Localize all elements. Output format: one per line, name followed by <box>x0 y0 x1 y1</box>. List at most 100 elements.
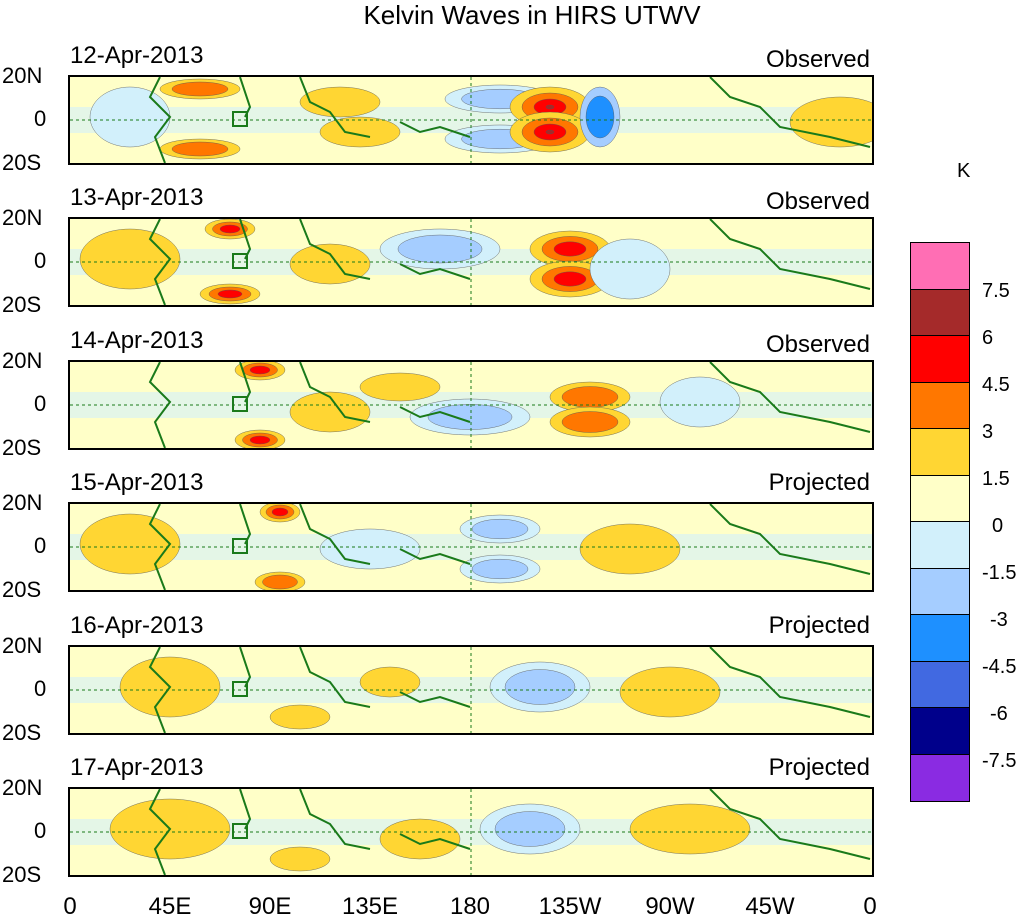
anomaly-contour <box>79 513 181 575</box>
xlabel-360: 0 <box>863 893 877 920</box>
colorbar-swatch <box>911 243 969 290</box>
colorbar-label: 6 <box>982 327 994 349</box>
map-panel-2 <box>68 217 874 307</box>
anomaly-contour <box>249 435 271 445</box>
coastline <box>299 504 371 565</box>
ylabel-eq: 0 <box>34 248 47 273</box>
ylabel-eq: 0 <box>34 676 47 701</box>
ylabel-20s: 20S <box>2 720 42 745</box>
anomaly-contour <box>289 243 371 285</box>
colorbar-unit: K <box>957 160 971 182</box>
xlabel-45e: 45E <box>148 893 192 920</box>
panel-date-2: 13-Apr-2013 <box>70 184 204 211</box>
anomaly-contour <box>545 129 555 135</box>
ylabel-20n: 20N <box>2 63 43 88</box>
coastline <box>148 77 172 163</box>
anomaly-contour <box>471 518 529 540</box>
xlabel-90w: 90W <box>645 893 695 920</box>
anomaly-contour <box>319 116 401 148</box>
coastline <box>709 647 871 718</box>
anomaly-contour <box>629 803 751 855</box>
colorbar-swatch <box>911 289 969 336</box>
coastline <box>709 362 871 433</box>
ylabel-20s: 20S <box>2 150 42 175</box>
anomaly-contour <box>79 228 181 290</box>
region-box <box>232 681 248 697</box>
anomaly-contour <box>494 811 566 847</box>
anomaly-contour <box>171 81 229 97</box>
anomaly-map-3 <box>70 362 872 448</box>
panel-status-5: Projected <box>768 612 870 639</box>
anomaly-contour <box>579 523 681 575</box>
anomaly-contour <box>269 704 331 730</box>
anomaly-contour <box>561 411 619 433</box>
anomaly-map-1 <box>70 77 872 163</box>
map-panel-1 <box>68 75 874 165</box>
ylabel-eq: 0 <box>34 533 47 558</box>
colorbar-swatch <box>911 708 969 755</box>
ylabel-20n: 20N <box>2 775 43 800</box>
coastline <box>148 362 172 448</box>
anomaly-contour <box>619 666 721 718</box>
panel-date-1: 12-Apr-2013 <box>70 42 204 69</box>
coastline <box>299 647 371 708</box>
colorbar-label: 1.5 <box>982 468 1010 490</box>
anomaly-contour <box>397 234 483 264</box>
panel-status-2: Observed <box>765 188 870 215</box>
coastline <box>399 406 471 423</box>
colorbar-label: 3 <box>982 421 994 443</box>
anomaly-contour <box>659 376 741 428</box>
figure-title: Kelvin Waves in HIRS UTWV <box>363 0 701 30</box>
anomaly-contour <box>271 507 289 517</box>
anomaly-contour <box>289 391 371 433</box>
colorbar-swatch <box>911 615 969 662</box>
anomaly-contour <box>217 289 243 299</box>
colorbar-swatch <box>911 336 969 383</box>
anomaly-contour <box>427 404 513 430</box>
coastline <box>299 219 371 280</box>
colorbar-swatch <box>911 754 969 801</box>
anomaly-contour <box>471 559 529 580</box>
panel-status-1: Observed <box>765 46 870 73</box>
panel-date-4: 15-Apr-2013 <box>70 469 204 496</box>
coastline <box>709 789 871 860</box>
anomaly-contour <box>299 86 381 118</box>
anomaly-contour <box>249 365 271 375</box>
colorbar-label: -1.5 <box>982 562 1017 584</box>
coastline <box>299 77 371 138</box>
ylabel-20s: 20S <box>2 862 42 887</box>
coastline <box>399 263 471 280</box>
anomaly-map-5 <box>70 647 872 733</box>
coastline <box>709 504 871 575</box>
anomaly-contour <box>553 241 587 257</box>
colorbar-label: -4.5 <box>982 656 1017 678</box>
anomaly-contour <box>89 86 171 148</box>
coastline <box>709 219 871 290</box>
colorbar-label: 4.5 <box>982 374 1010 396</box>
colorbar <box>910 242 970 802</box>
xlabel-0: 0 <box>63 893 77 920</box>
coastline <box>148 789 172 875</box>
colorbar-swatch <box>911 475 969 522</box>
anomaly-contour <box>359 666 421 698</box>
colorbar-label: -3 <box>990 609 1008 631</box>
xlabel-180: 180 <box>449 893 491 920</box>
coastline <box>709 77 871 148</box>
anomaly-contour <box>553 271 587 287</box>
xlabel-90e: 90E <box>248 893 292 920</box>
panel-status-3: Observed <box>765 331 870 358</box>
coastline <box>399 833 471 850</box>
coastline <box>148 647 172 733</box>
anomaly-contour <box>219 224 241 234</box>
ylabel-20n: 20N <box>2 205 43 230</box>
ylabel-20n: 20N <box>2 633 43 658</box>
anomaly-contour <box>789 96 872 148</box>
coastline <box>399 548 471 565</box>
ylabel-20s: 20S <box>2 292 42 317</box>
ylabel-eq: 0 <box>34 391 47 416</box>
colorbar-swatch <box>911 568 969 615</box>
anomaly-map-4 <box>70 504 872 590</box>
coastline <box>148 219 172 305</box>
panel-status-6: Projected <box>768 754 870 781</box>
colorbar-swatch <box>911 429 969 476</box>
